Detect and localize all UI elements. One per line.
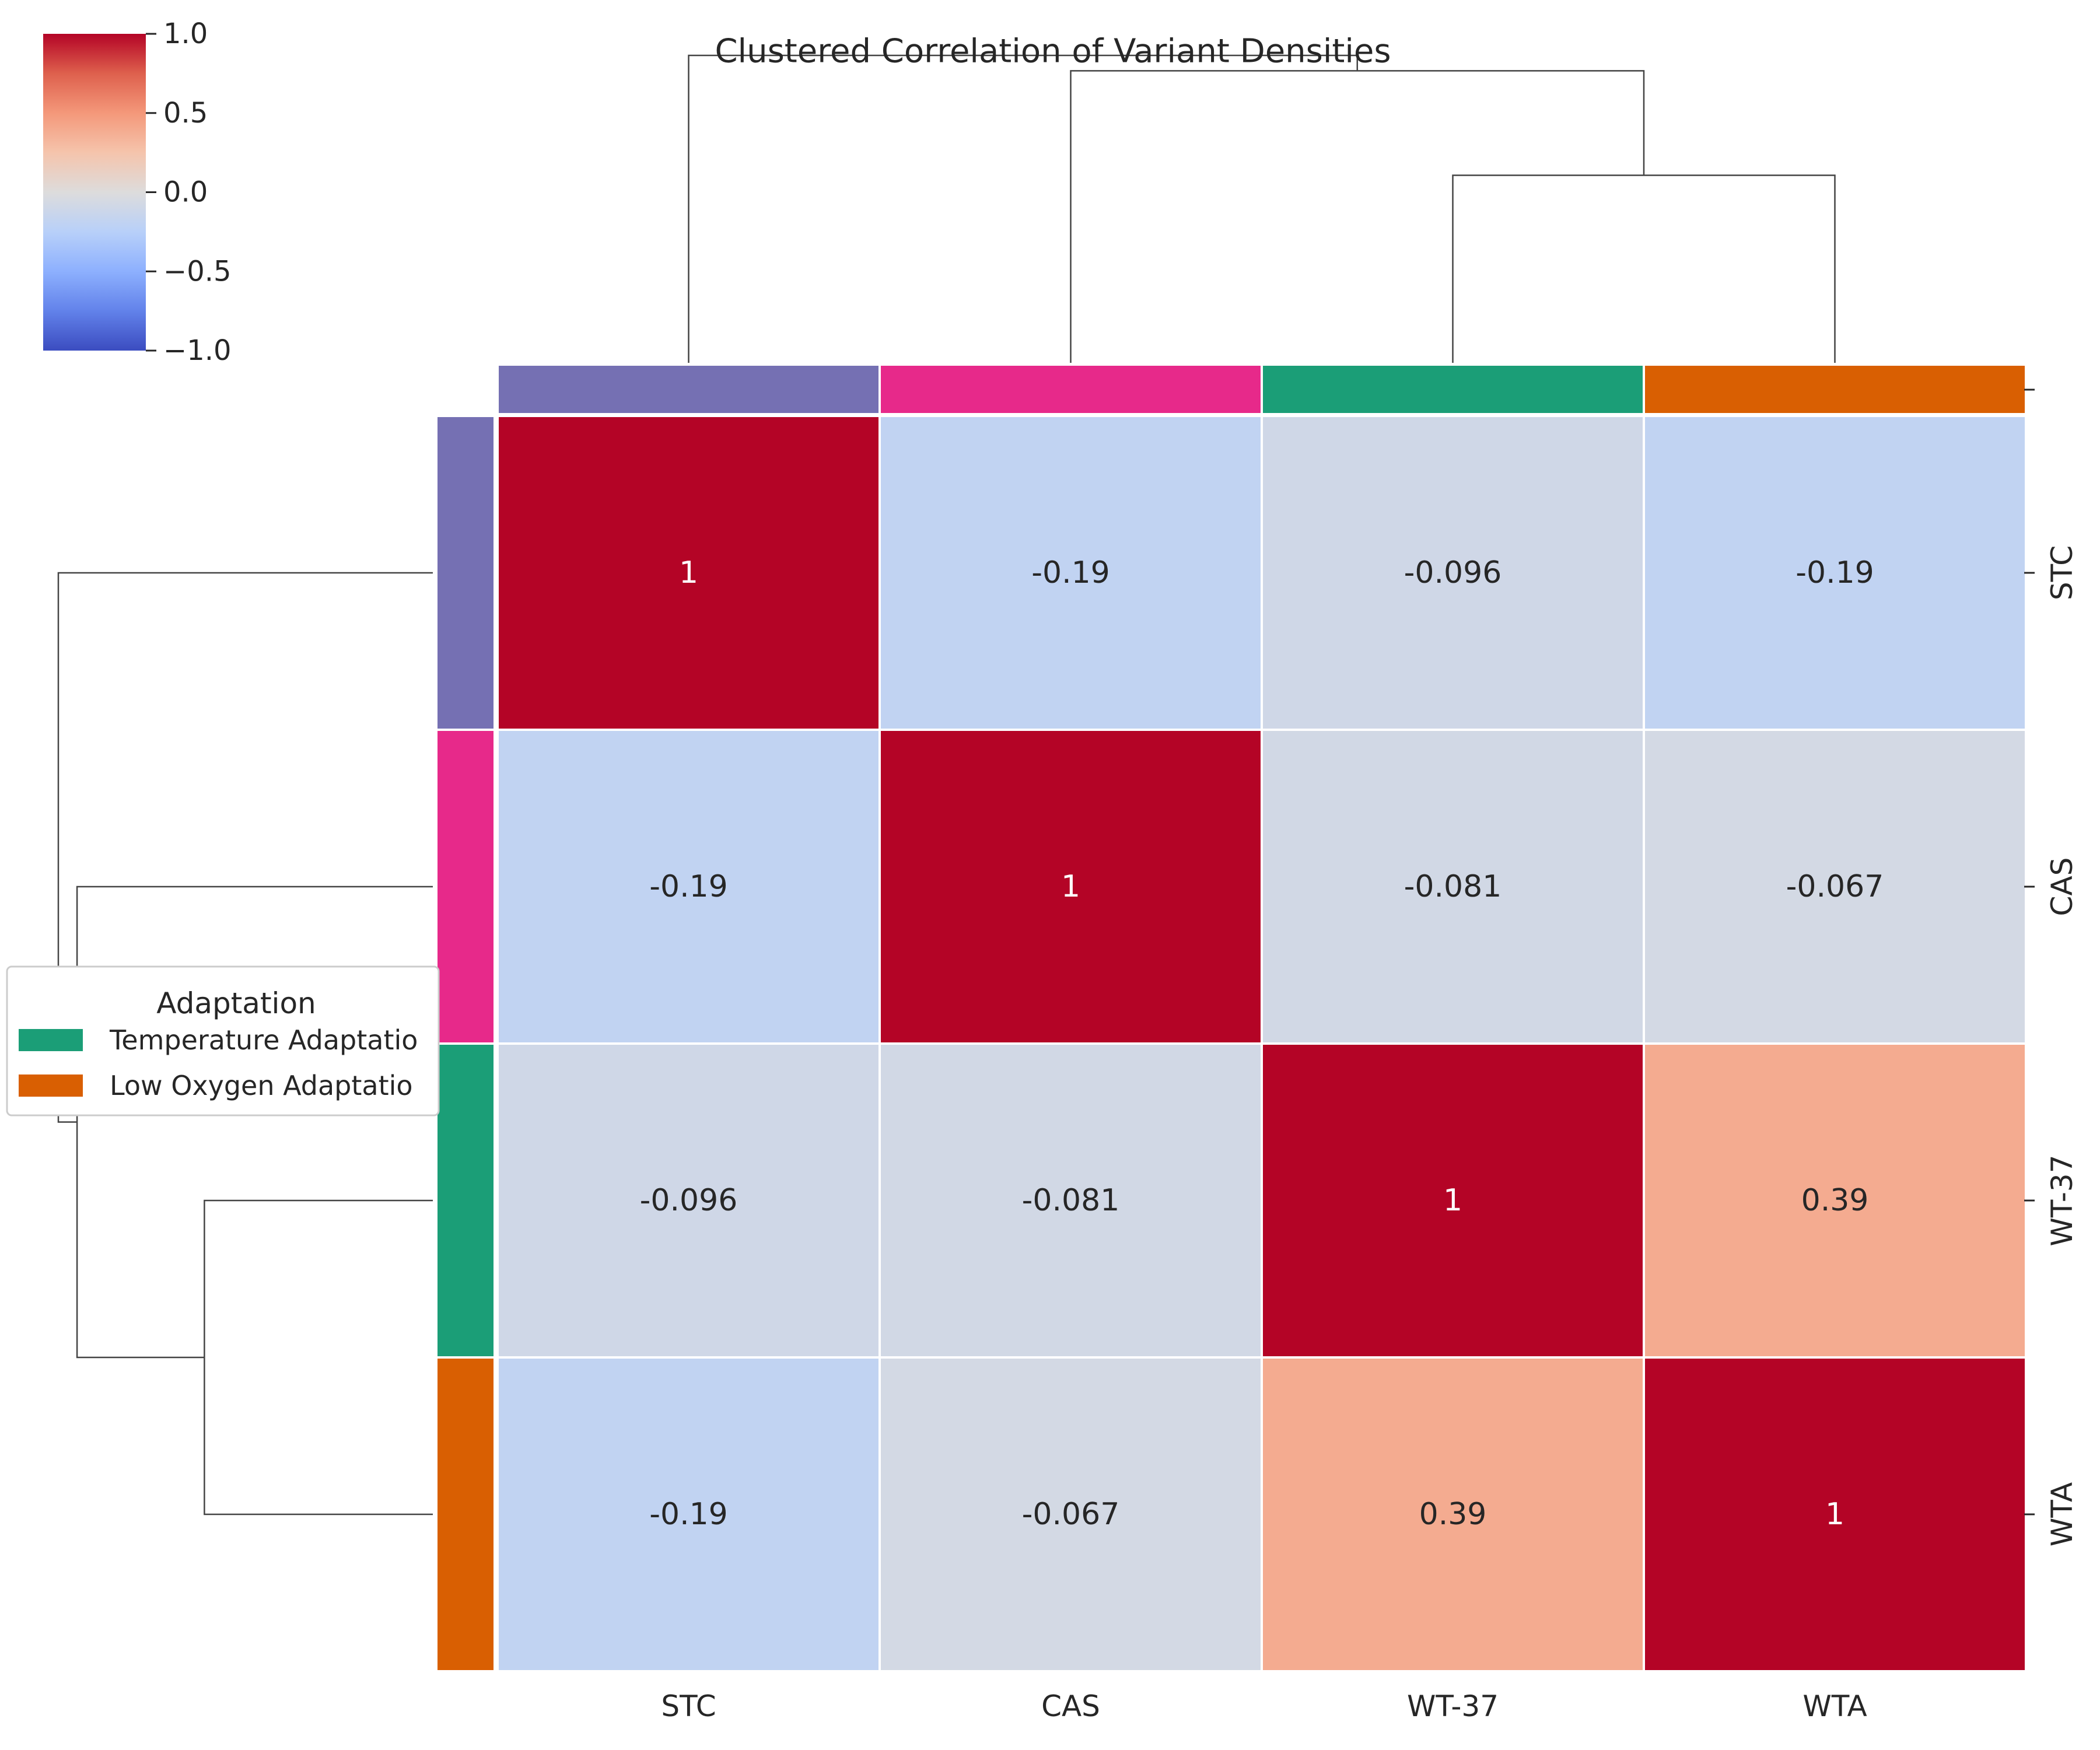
heatmap-cell-wta-stc	[496, 1356, 881, 1672]
cell-value-wt-37-stc: -0.096	[640, 1183, 738, 1218]
cell-value-wta-cas: -0.067	[1022, 1497, 1120, 1532]
row-color-stc	[435, 415, 496, 731]
col-color-wta	[1643, 363, 2027, 415]
cell-value-cas-wt-37: -0.081	[1404, 869, 1502, 904]
col-color-stc	[496, 363, 881, 415]
cell-value-stc-wt-37: -0.096	[1404, 555, 1502, 590]
row-color-wt-37	[435, 1042, 496, 1359]
x-tick-label-wt-37: WT-37	[1407, 1689, 1499, 1723]
row-color-bar	[435, 415, 496, 1672]
y-tick-label-cas: CAS	[2045, 858, 2079, 916]
legend-label-low-oxygen: Low Oxygen Adaptatio	[110, 1070, 413, 1101]
heatmap-cell-cas-wta	[1643, 729, 2027, 1045]
row-dendro-link-0	[204, 1199, 433, 1516]
colorbar-tick-label-2: 0.0	[163, 176, 208, 209]
cell-value-wta-stc: -0.19	[649, 1497, 728, 1532]
heatmap-cell-stc-stc	[496, 415, 881, 731]
cell-value-cas-stc: -0.19	[649, 869, 728, 904]
heatmap-cell-wta-cas	[878, 1356, 1263, 1672]
heatmap	[496, 415, 2027, 1672]
cell-annotations: 1 -0.19 -0.096 -0.19 -0.19 1 -0.081 -0.067 -0.09…	[640, 555, 1884, 1532]
row-dendro-link-2	[57, 572, 433, 1123]
heatmap-cell-wta-wt-37	[1261, 1356, 1645, 1672]
colorbar-tick-label-0: 1.0	[163, 18, 208, 50]
colorbar-tick-label-1: 0.5	[163, 97, 208, 130]
cell-value-stc-cas: -0.19	[1031, 555, 1110, 590]
row-dendro-link-1	[76, 886, 433, 1359]
cell-value-wta-wta: 1	[1825, 1497, 1845, 1532]
row-color-wta	[435, 1356, 496, 1672]
x-tick-label-cas: CAS	[1041, 1689, 1100, 1723]
row-dendrogram	[57, 572, 433, 1516]
cell-value-wta-wt-37: 0.39	[1419, 1497, 1487, 1532]
cell-value-stc-wta: -0.19	[1796, 555, 1874, 590]
column-color-bar	[496, 363, 2035, 415]
colorbar: 1.0 0.5 0.0 −0.5 −1.0	[43, 18, 232, 367]
col-dendro-link-0	[1452, 174, 1836, 363]
column-dendrogram	[688, 54, 1836, 363]
colorbar-gradient	[43, 34, 146, 351]
col-color-cas	[878, 363, 1263, 415]
heatmap-cell-wt-37-cas	[878, 1042, 1263, 1359]
legend-label-temperature: Temperature Adaptatio	[109, 1024, 418, 1056]
col-color-wt-37	[1261, 363, 1645, 415]
heatmap-cell-stc-wta	[1643, 415, 2027, 731]
y-tick-labels: STC CAS WT-37 WTA	[2024, 545, 2079, 1546]
colorbar-tick-label-4: −1.0	[163, 334, 232, 367]
y-tick-label-stc: STC	[2045, 545, 2079, 600]
legend-swatch-temperature	[19, 1029, 83, 1051]
heatmap-cell-wt-37-wta	[1643, 1042, 2027, 1359]
col-dendro-link-2	[688, 54, 1358, 363]
colorbar-tick-label-3: −0.5	[163, 255, 232, 288]
cell-value-stc-stc: 1	[679, 555, 698, 590]
col-dendro-link-1	[1070, 70, 1645, 363]
cell-value-cas-cas: 1	[1061, 869, 1080, 904]
heatmap-cell-stc-wt-37	[1261, 415, 1645, 731]
x-tick-label-stc: STC	[661, 1689, 716, 1723]
y-tick-label-wt-37: WT-37	[2045, 1154, 2079, 1246]
cell-value-cas-wta: -0.067	[1786, 869, 1884, 904]
cell-value-wt-37-cas: -0.081	[1022, 1183, 1120, 1218]
chart-title: Clustered Correlation of Variant Densiti…	[715, 33, 1391, 71]
heatmap-cell-cas-stc	[496, 729, 881, 1045]
y-tick-label-wta: WTA	[2045, 1482, 2079, 1546]
heatmap-cell-stc-cas	[878, 415, 1263, 731]
legend: Adaptation Temperature Adaptatio Low Oxy…	[6, 965, 440, 1116]
x-tick-labels: STC CAS WT-37 WTA	[661, 1689, 1867, 1723]
row-color-cas	[435, 729, 496, 1045]
heatmap-cell-wta-wta	[1643, 1356, 2027, 1672]
legend-title: Adaptation	[156, 986, 316, 1020]
heatmap-cell-cas-wt-37	[1261, 729, 1645, 1045]
heatmap-cell-cas-cas	[878, 729, 1263, 1045]
legend-box	[6, 965, 440, 1116]
cell-value-wt-37-wta: 0.39	[1801, 1183, 1869, 1218]
legend-swatch-low-oxygen	[19, 1074, 83, 1097]
x-tick-label-wta: WTA	[1803, 1689, 1867, 1723]
cell-value-wt-37-wt-37: 1	[1443, 1183, 1462, 1218]
